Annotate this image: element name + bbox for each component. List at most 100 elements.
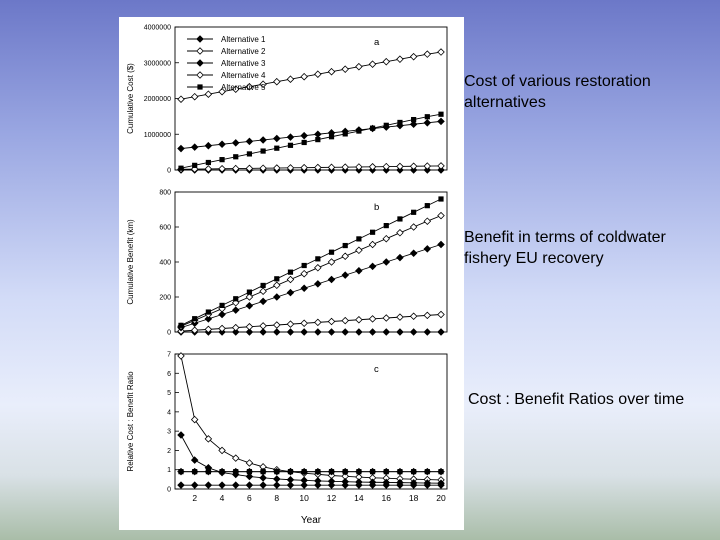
data-point [369, 229, 376, 235]
data-point [231, 323, 240, 332]
data-point [382, 258, 391, 266]
y-tick-label: 400 [159, 260, 171, 267]
y-tick-label: 1000000 [144, 132, 171, 139]
data-point [300, 476, 308, 485]
data-point [204, 90, 213, 98]
data-point [437, 211, 445, 220]
data-point [286, 481, 295, 489]
series-5 [178, 111, 444, 171]
data-point [204, 315, 213, 323]
data-point [177, 144, 185, 153]
data-point [192, 316, 198, 322]
data-point [260, 469, 266, 475]
data-point [204, 141, 213, 150]
data-point [231, 454, 240, 462]
series-2 [177, 162, 445, 174]
data-point [382, 478, 391, 487]
data-point [409, 223, 418, 231]
data-point [369, 125, 376, 131]
data-point [315, 137, 321, 143]
data-point [286, 133, 295, 141]
data-point [231, 306, 240, 314]
data-point [341, 316, 349, 325]
data-point [190, 456, 199, 464]
series-3 [177, 117, 445, 153]
data-point [286, 320, 295, 328]
data-point [300, 163, 308, 172]
data-point [423, 328, 432, 336]
data-point [190, 143, 199, 151]
data-point [341, 477, 349, 486]
data-point [396, 253, 404, 262]
data-point [301, 469, 307, 475]
y-tick-label: 3 [167, 429, 171, 436]
data-point [328, 249, 335, 255]
x-tick-label: 8 [274, 493, 279, 503]
series-3 [177, 240, 445, 332]
data-point [287, 469, 294, 475]
data-point [273, 134, 281, 143]
data-point [205, 469, 211, 475]
data-point [274, 145, 280, 151]
data-point [437, 328, 445, 336]
data-point [301, 139, 307, 146]
data-point [341, 328, 349, 336]
data-point [382, 162, 391, 171]
data-point [233, 296, 239, 302]
data-point [314, 130, 322, 139]
y-tick-label: 200 [159, 295, 171, 302]
data-point [368, 163, 377, 171]
legend-label: Alternative 4 [221, 71, 266, 80]
y-tick-label: 0 [167, 487, 171, 494]
x-tick-label: 18 [409, 493, 419, 503]
data-point [246, 151, 253, 157]
data-point [438, 469, 444, 475]
data-point [190, 481, 199, 489]
panel-label: a [374, 37, 380, 48]
data-point [301, 262, 307, 269]
data-point [327, 67, 336, 76]
legend-marker [196, 35, 204, 43]
data-point [314, 163, 322, 172]
data-point [328, 134, 335, 140]
data-point [327, 275, 336, 284]
subplot-a: 0 1000000 2000000 3000000 4000000 Cumulative … [126, 25, 448, 175]
x-tick-label: 4 [220, 493, 225, 503]
data-point [246, 289, 253, 295]
data-point [424, 114, 430, 120]
data-point [204, 325, 213, 334]
legend-marker [196, 59, 204, 67]
data-point [245, 322, 254, 331]
data-point [190, 326, 199, 335]
data-point [218, 87, 226, 96]
data-point [411, 209, 417, 215]
data-point [423, 479, 432, 487]
y-tick-label: 5 [167, 390, 171, 397]
data-point [314, 264, 322, 272]
data-point [286, 75, 295, 83]
data-point [314, 328, 322, 336]
data-point [314, 477, 322, 485]
plot-frame [174, 26, 448, 171]
data-point [341, 65, 349, 73]
data-point [177, 431, 185, 439]
data-point [259, 164, 267, 172]
data-point [397, 216, 403, 222]
data-point [204, 481, 213, 489]
data-point [355, 478, 363, 486]
data-point [369, 469, 376, 475]
data-point [178, 469, 184, 475]
panel-label: c [374, 364, 379, 375]
data-point [259, 287, 267, 295]
data-point [190, 92, 199, 101]
data-point [355, 246, 363, 255]
data-point [356, 469, 362, 475]
data-point [382, 234, 391, 243]
data-point [368, 478, 377, 487]
data-point [231, 139, 240, 147]
data-point [286, 328, 295, 336]
y-tick-label: 7 [167, 352, 171, 359]
data-point [315, 256, 321, 262]
y-tick-label: 2000000 [144, 96, 171, 103]
data-point [438, 111, 444, 117]
